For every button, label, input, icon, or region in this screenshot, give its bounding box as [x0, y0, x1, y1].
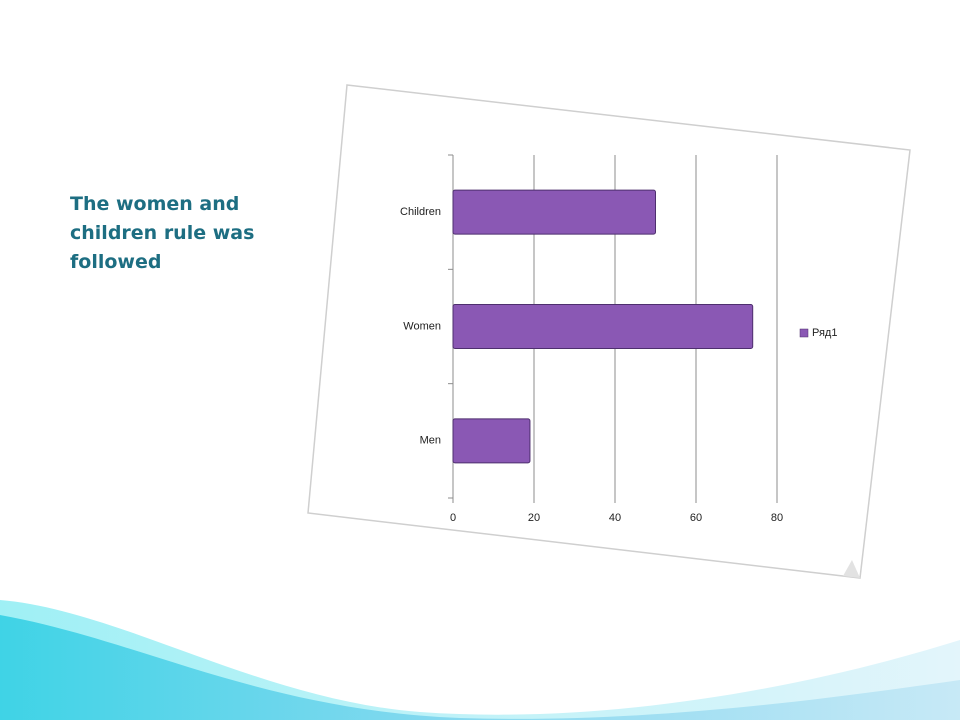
- bar: [452, 189, 656, 235]
- slide-title: The women and children rule was followed: [70, 193, 255, 273]
- wave-decoration: [0, 615, 960, 720]
- x-tick-label: 60: [690, 512, 702, 524]
- legend-label: Ряд1: [812, 327, 837, 339]
- x-tick-label: 80: [771, 512, 783, 524]
- y-tick-label: Men: [420, 435, 441, 447]
- y-tick-label: Children: [400, 206, 441, 218]
- x-tick-label: 40: [609, 512, 621, 524]
- plot-area: 0 20 40 60 80 Men Women Children Ряд1: [400, 154, 837, 524]
- bar: [452, 418, 531, 464]
- legend-swatch: [799, 328, 809, 338]
- x-tick-label: 0: [450, 512, 456, 524]
- paper-curl: [843, 560, 860, 578]
- y-tick-label: Women: [403, 320, 441, 332]
- bar: [452, 304, 754, 349]
- x-tick-label: 20: [528, 512, 540, 524]
